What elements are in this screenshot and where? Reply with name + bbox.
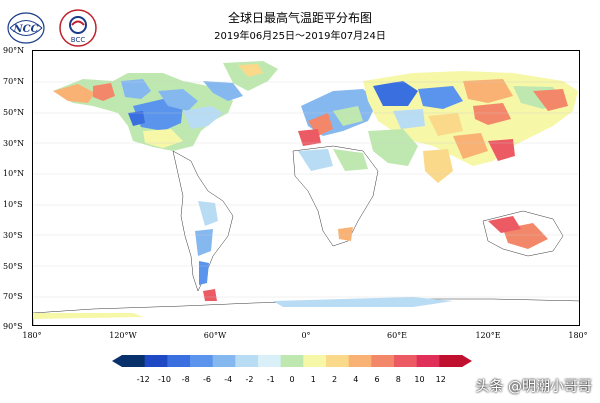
legend-label: -10 bbox=[157, 375, 172, 384]
legend-label: 2 bbox=[331, 375, 338, 384]
map-title: 全球日最高气温距平分布图 bbox=[227, 11, 372, 25]
lon-label-60w: 60°W bbox=[203, 331, 227, 340]
legend-label: 6 bbox=[374, 375, 380, 384]
lon-label-180w: 180° bbox=[22, 331, 42, 340]
anomaly-map bbox=[33, 61, 579, 325]
legend-label: 1 bbox=[310, 375, 316, 384]
legend-label: -4 bbox=[224, 375, 233, 384]
legend-label: -8 bbox=[181, 375, 190, 384]
legend-swatch bbox=[326, 355, 350, 367]
legend-swatch bbox=[212, 355, 236, 367]
legend-swatch bbox=[280, 355, 304, 367]
lat-label-70n: 70°N bbox=[3, 77, 25, 86]
lon-label-0: 0° bbox=[301, 331, 311, 340]
lat-label-90n: 90°N bbox=[3, 46, 25, 55]
lat-label-70s: 70°S bbox=[3, 292, 23, 301]
legend-label: 12 bbox=[435, 375, 446, 384]
lat-label-30n: 30°N bbox=[3, 139, 25, 148]
legend-swatch bbox=[303, 355, 327, 367]
color-legend bbox=[112, 355, 472, 367]
legend-arrow-left bbox=[112, 355, 122, 367]
lat-label-50s: 50°S bbox=[3, 262, 23, 271]
svg-text:NCC: NCC bbox=[12, 24, 38, 35]
lat-label-50n: 50°N bbox=[3, 108, 25, 117]
lat-label-30s: 30°S bbox=[3, 231, 23, 240]
legend-swatch bbox=[348, 355, 372, 367]
svg-text:BCC: BCC bbox=[71, 36, 86, 44]
lat-label-90s: 90°S bbox=[3, 322, 23, 331]
legend-label: -6 bbox=[203, 375, 211, 384]
legend-swatch bbox=[258, 355, 282, 367]
legend-swatch bbox=[371, 355, 395, 367]
legend-label: 4 bbox=[353, 375, 359, 384]
legend-label: 0 bbox=[289, 375, 295, 384]
lon-label-120e: 120°E bbox=[475, 331, 501, 340]
legend-swatch bbox=[235, 355, 259, 367]
legend-swatch bbox=[144, 355, 168, 367]
map-subtitle: 2019年06月25日～2019年07月24日 bbox=[214, 31, 386, 42]
legend-label: -1 bbox=[266, 375, 275, 384]
lon-label-120w: 120°W bbox=[109, 331, 137, 340]
legend-label: 8 bbox=[395, 375, 401, 384]
legend-swatch bbox=[394, 355, 418, 367]
legend-label: -2 bbox=[245, 375, 254, 384]
legend-swatch bbox=[190, 355, 214, 367]
legend-swatch bbox=[416, 355, 440, 367]
lat-label-10s: 10°S bbox=[3, 200, 23, 209]
legend-label: 10 bbox=[414, 375, 425, 384]
legend-swatch bbox=[122, 355, 146, 367]
world-map bbox=[32, 50, 580, 326]
lon-label-60e: 60°E bbox=[386, 331, 408, 340]
watermark: 头条 @明潮小哥哥 bbox=[475, 379, 592, 395]
legend-swatch bbox=[167, 355, 191, 367]
bcc-logo: BCC bbox=[59, 9, 97, 47]
lon-label-180e: 180° bbox=[568, 331, 588, 340]
ncc-logo: NCC bbox=[7, 12, 45, 44]
lat-label-10n: 10°N bbox=[3, 169, 25, 178]
legend-swatch bbox=[439, 355, 463, 367]
legend-arrow-right bbox=[462, 355, 472, 367]
legend-label: -12 bbox=[136, 375, 150, 384]
